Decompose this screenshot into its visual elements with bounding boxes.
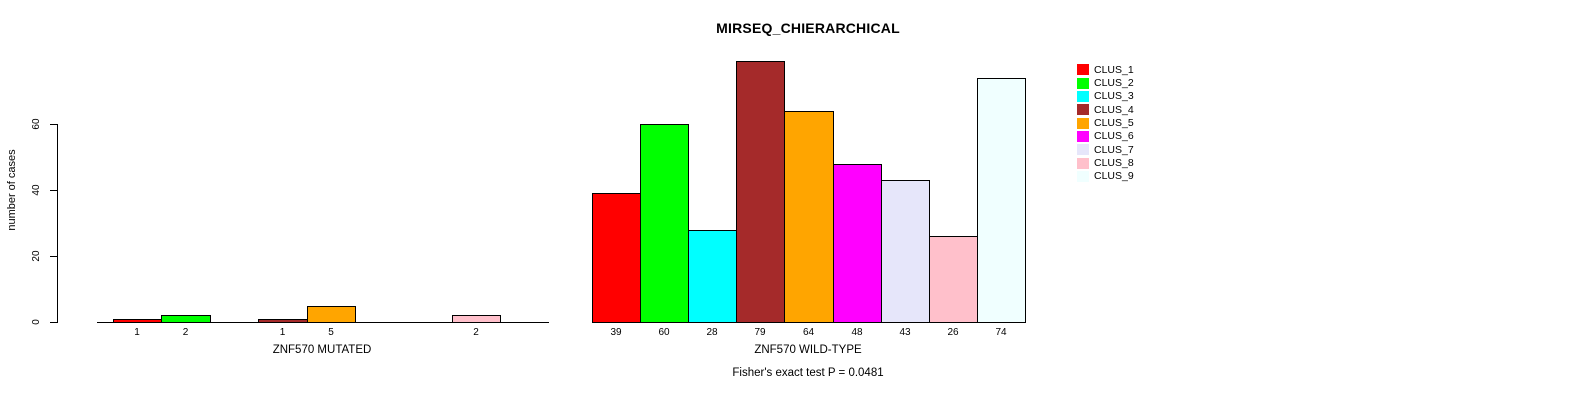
y-axis-tick	[50, 124, 57, 125]
bar-CLUS_7	[881, 180, 930, 323]
bar-CLUS_1	[113, 319, 162, 323]
y-axis-label: number of cases	[6, 149, 18, 231]
y-axis-tick	[50, 322, 57, 323]
legend-swatch-icon	[1077, 157, 1089, 169]
legend-label: CLUS_2	[1094, 77, 1134, 90]
legend-label: CLUS_6	[1094, 130, 1134, 143]
legend-item-CLUS_2: CLUS_2	[1077, 76, 1134, 89]
legend-item-CLUS_8: CLUS_8	[1077, 156, 1134, 169]
bar-CLUS_8	[452, 315, 501, 323]
legend-item-CLUS_4: CLUS_4	[1077, 103, 1134, 116]
bar-value-label: 64	[802, 327, 815, 338]
legend-swatch-icon	[1077, 77, 1089, 89]
legend-label: CLUS_7	[1094, 143, 1134, 156]
legend-item-CLUS_1: CLUS_1	[1077, 63, 1134, 76]
bar-CLUS_4	[736, 61, 785, 323]
fisher-test-note: Fisher's exact test P = 0.0481	[732, 367, 884, 379]
legend-item-CLUS_5: CLUS_5	[1077, 116, 1134, 129]
legend-item-CLUS_3: CLUS_3	[1077, 90, 1134, 103]
y-axis-tick-label: 60	[31, 118, 42, 130]
bar-CLUS_2	[161, 315, 211, 323]
bar-CLUS_5	[784, 111, 834, 323]
y-axis-tick-label: 20	[31, 250, 42, 262]
bar-value-label: 26	[947, 327, 959, 338]
y-axis-line	[57, 124, 58, 323]
legend-item-CLUS_9: CLUS_9	[1077, 170, 1134, 183]
bar-value-label: 2	[473, 327, 479, 338]
bar-value-label: 2	[182, 327, 189, 338]
bar-value-label: 1	[134, 327, 140, 338]
bar-CLUS_9	[977, 78, 1026, 323]
y-axis-tick-label: 40	[31, 184, 42, 196]
legend-label: CLUS_1	[1094, 63, 1134, 76]
bar-CLUS_2	[640, 124, 689, 323]
bar-value-label: 28	[706, 327, 718, 338]
legend-swatch-icon	[1077, 170, 1089, 182]
bar-value-label: 79	[754, 327, 766, 338]
legend-item-CLUS_7: CLUS_7	[1077, 143, 1134, 156]
bar-value-label: 43	[899, 327, 911, 338]
bar-CLUS_4	[258, 319, 308, 323]
legend-swatch-icon	[1077, 144, 1089, 156]
legend-swatch-icon	[1077, 130, 1089, 142]
legend: CLUS_1 CLUS_2 CLUS_3 CLUS_4 CLUS_5 CLUS_6 CLUS…	[1077, 63, 1134, 183]
legend-swatch-icon	[1077, 64, 1089, 76]
y-axis-tick	[50, 256, 57, 257]
legend-label: CLUS_5	[1094, 117, 1134, 130]
legend-label: CLUS_3	[1094, 90, 1134, 103]
legend-swatch-icon	[1077, 104, 1089, 116]
bar-CLUS_3	[688, 230, 737, 323]
legend-label: CLUS_8	[1094, 157, 1134, 170]
legend-swatch-icon	[1077, 117, 1089, 129]
chart-title: MIRSEQ_CHIERARCHICAL	[716, 20, 900, 36]
y-axis-tick-label: 0	[31, 319, 42, 325]
x-axis-label-wildtype: ZNF570 WILD-TYPE	[754, 344, 862, 356]
bar-value-label: 60	[658, 327, 670, 338]
legend-item-CLUS_6: CLUS_6	[1077, 130, 1134, 143]
bar-CLUS_8	[929, 236, 978, 323]
bar-value-label: 48	[851, 327, 863, 338]
bar-value-label: 74	[995, 327, 1007, 338]
legend-label: CLUS_9	[1094, 170, 1134, 183]
y-axis-tick	[50, 190, 57, 191]
bar-value-label: 39	[610, 327, 622, 338]
bar-CLUS_5	[307, 306, 356, 323]
bar-CLUS_6	[833, 164, 882, 323]
legend-label: CLUS_4	[1094, 103, 1134, 116]
bar-value-label: 1	[279, 327, 286, 338]
legend-swatch-icon	[1077, 90, 1089, 102]
bar-value-label: 5	[328, 327, 334, 338]
x-axis-label-mutated: ZNF570 MUTATED	[272, 344, 372, 356]
bar-CLUS_1	[592, 193, 641, 323]
